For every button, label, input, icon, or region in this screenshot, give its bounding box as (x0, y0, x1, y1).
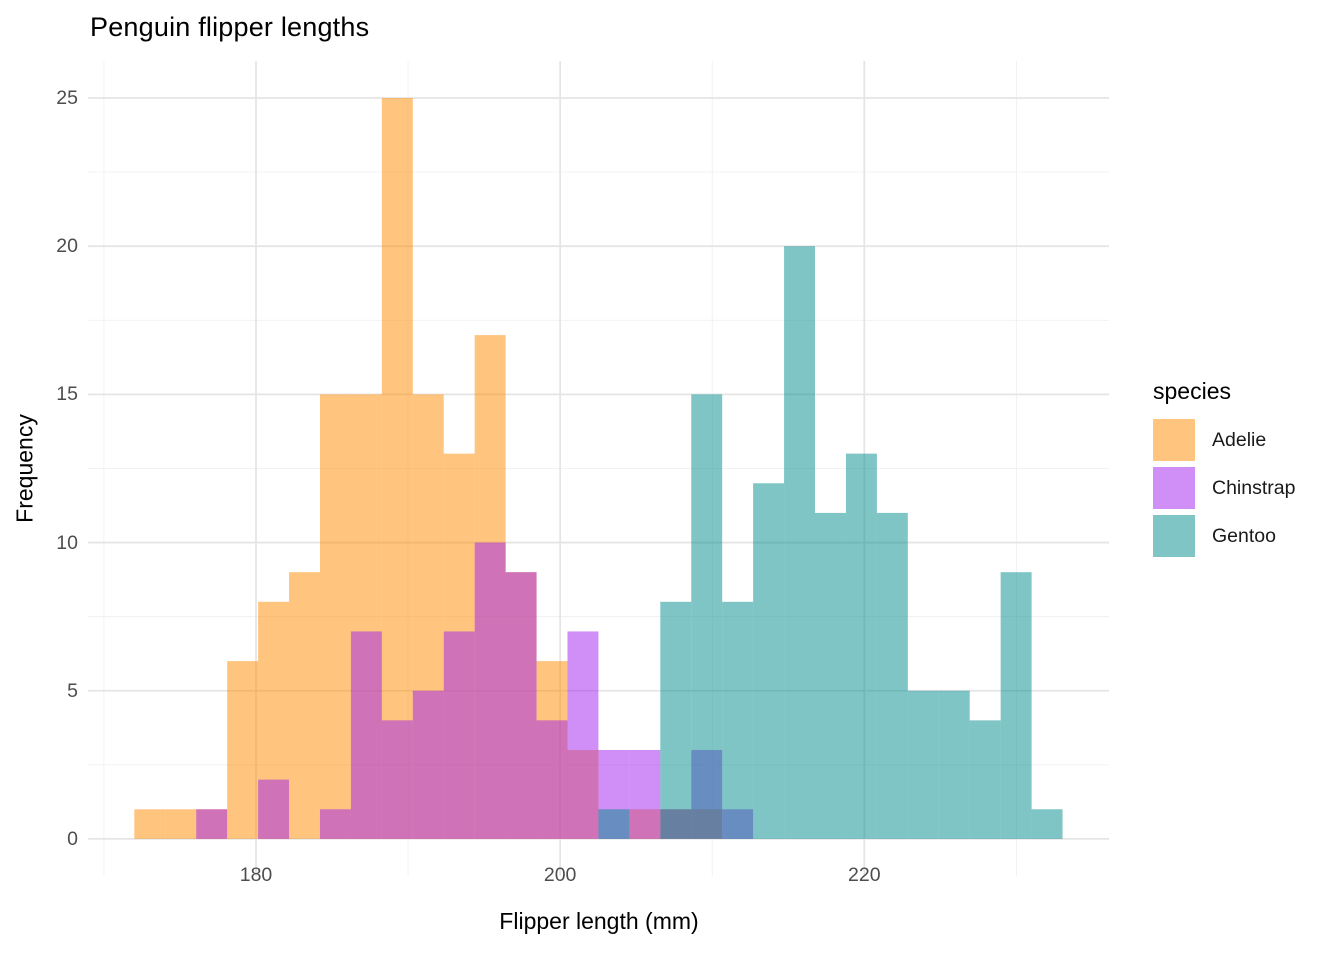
legend-swatch-gentoo (1153, 515, 1195, 557)
histogram-bar-gentoo (1000, 572, 1032, 839)
histogram-bar-adelie (289, 572, 320, 839)
histogram-bar-chinstrap (319, 809, 351, 839)
y-tick-label: 15 (56, 383, 78, 406)
histogram-bar-adelie (319, 394, 351, 839)
histogram-bar-adelie (227, 661, 259, 839)
histogram-bar-gentoo (969, 720, 1001, 839)
y-tick-label: 25 (56, 87, 78, 109)
x-tick-label: 200 (543, 864, 577, 886)
histogram-bar-gentoo (876, 512, 908, 839)
legend-item-adelie: Adelie (1153, 419, 1295, 461)
histogram-bar-chinstrap (474, 542, 506, 839)
legend-swatch-chinstrap (1153, 467, 1195, 509)
histogram-bar-gentoo (753, 483, 785, 839)
histogram-bar-gentoo (660, 601, 692, 839)
histogram-bar-adelie (134, 809, 166, 839)
histogram-bar-chinstrap (350, 631, 382, 839)
histogram-bar-adelie (381, 98, 413, 839)
x-tick-label: 180 (239, 864, 273, 886)
histogram-bar-gentoo (815, 512, 846, 839)
histogram-bar-gentoo (598, 809, 630, 839)
x-axis-title: Flipper length (mm) (499, 908, 699, 934)
legend-swatch-adelie (1153, 419, 1195, 461)
x-tick-label: 220 (848, 864, 881, 886)
histogram-bar-gentoo (784, 246, 816, 839)
y-tick-label: 0 (67, 827, 78, 850)
histogram-bar-gentoo (722, 601, 754, 839)
histogram-bar-gentoo (938, 690, 970, 839)
histogram-bar-chinstrap (505, 572, 537, 839)
histogram-bar-chinstrap (629, 749, 661, 839)
y-tick-label: 10 (56, 531, 78, 554)
legend-label-gentoo: Gentoo (1212, 524, 1276, 547)
histogram-bar-adelie (165, 809, 197, 839)
histogram-bar-chinstrap (196, 809, 228, 839)
legend-label-adelie: Adelie (1212, 428, 1267, 451)
histogram-bar-gentoo (907, 690, 939, 839)
legend-item-gentoo: Gentoo (1153, 515, 1295, 557)
legend-item-chinstrap: Chinstrap (1153, 467, 1295, 509)
histogram-bar-chinstrap (258, 779, 290, 839)
y-tick-label: 20 (56, 235, 78, 258)
y-tick-label: 5 (67, 679, 78, 702)
histogram-bar-gentoo (1031, 809, 1063, 839)
histogram-bar-chinstrap (381, 720, 413, 839)
histogram-bar-chinstrap (567, 631, 599, 839)
histogram-bar-gentoo (691, 394, 723, 839)
histogram-bar-chinstrap (412, 690, 444, 839)
histogram-bar-chinstrap (536, 720, 568, 839)
histogram-bar-chinstrap (443, 631, 475, 839)
histogram-bar-gentoo (845, 453, 877, 839)
chart-title: Penguin flipper lengths (90, 12, 370, 42)
legend: species Adelie Chinstrap Gentoo (1153, 378, 1295, 563)
legend-title: species (1153, 378, 1231, 404)
legend-label-chinstrap: Chinstrap (1212, 476, 1296, 499)
